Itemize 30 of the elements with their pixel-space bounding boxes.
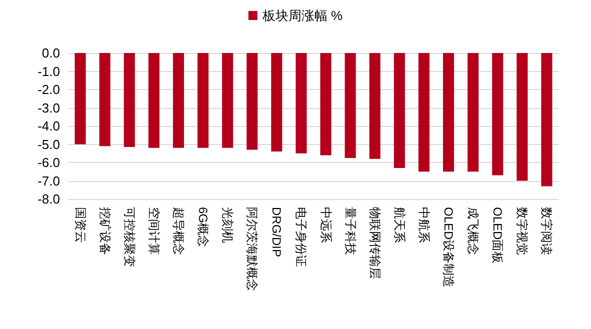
x-tick-label: 6G概念 bbox=[196, 207, 210, 248]
x-tick-label: 国资云 bbox=[73, 207, 88, 243]
y-tick-label: -3.0 bbox=[38, 100, 60, 116]
x-tick-label: 中航系 bbox=[416, 207, 431, 243]
y-tick-label: -7.0 bbox=[38, 173, 60, 188]
x-tick-label: OLED设备制造 bbox=[442, 207, 456, 288]
x-tick-label: 物联网传输层 bbox=[368, 207, 382, 279]
x-tick-label: 可控核聚变 bbox=[122, 207, 136, 267]
x-tick-label: DRG/DIP bbox=[270, 207, 284, 258]
y-tick-label: -2.0 bbox=[38, 82, 60, 97]
y-tick-label: -6.0 bbox=[38, 155, 60, 170]
x-tick-label: 阿尔茨海默概念 bbox=[245, 207, 260, 291]
x-tick-label: 中远系 bbox=[318, 207, 333, 243]
x-tick-label: 电子身份证 bbox=[294, 207, 308, 267]
y-tick-label: 0.0 bbox=[42, 46, 60, 60]
x-tick-label: 挖矿设备 bbox=[98, 207, 112, 255]
y-tick-label: -5.0 bbox=[38, 136, 60, 152]
y-tick-label: -8.0 bbox=[38, 192, 60, 206]
x-tick-label: 航天系 bbox=[392, 207, 406, 243]
x-tick-label: 光刻机 bbox=[220, 207, 235, 243]
x-tick-label: 量子科技 bbox=[343, 207, 358, 255]
x-tick-label: 数字阅读 bbox=[540, 207, 554, 255]
x-tick-label: 超导概念 bbox=[171, 207, 186, 255]
x-tick-label: OLED面板 bbox=[490, 207, 505, 264]
y-tick-label: -4.0 bbox=[38, 118, 60, 134]
y-tick-label: -1.0 bbox=[38, 64, 60, 79]
x-tick-label: 数字视觉 bbox=[515, 207, 530, 255]
x-tick-label: 空间计算 bbox=[146, 207, 161, 255]
x-tick-label: 成飞概念 bbox=[466, 207, 480, 255]
legend-label: 板块周涨幅 % bbox=[261, 8, 344, 23]
